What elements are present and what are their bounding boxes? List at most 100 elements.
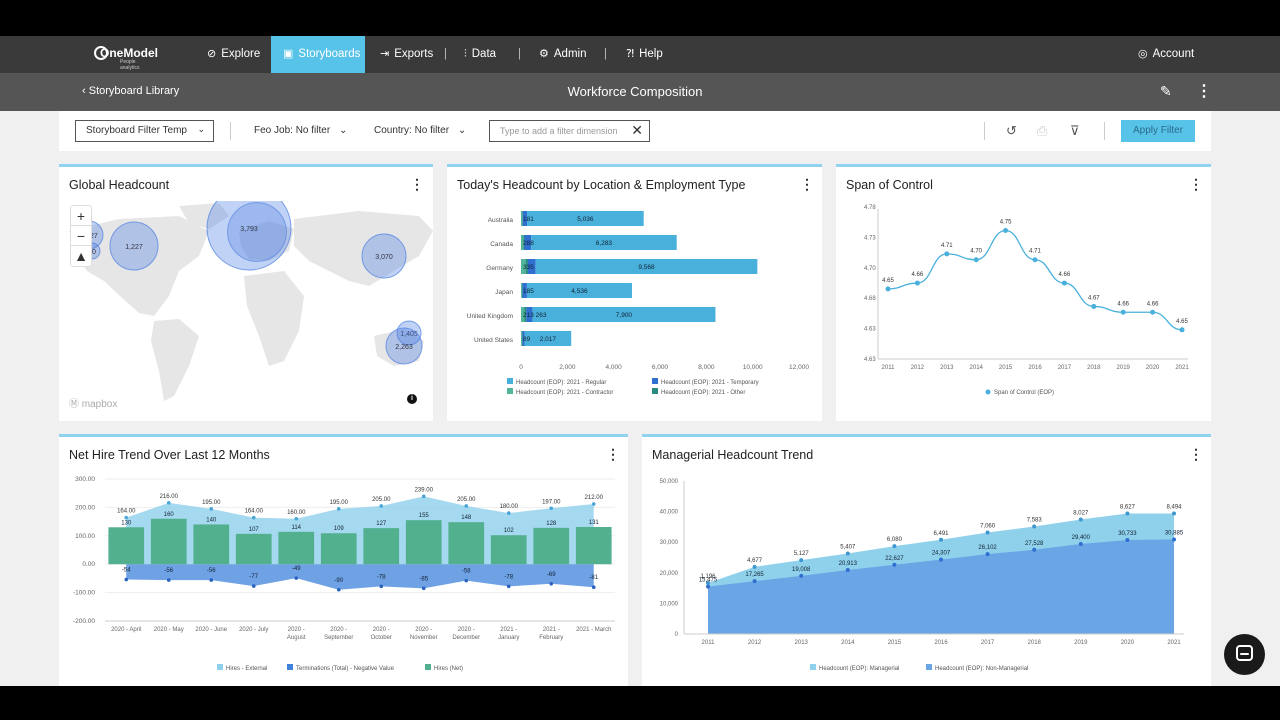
terminations-label: -69	[547, 572, 556, 578]
x-tick-label: 2,000	[559, 364, 576, 371]
non-managerial-label: 17,265	[745, 572, 764, 578]
bar-value-label: 128	[546, 521, 557, 527]
close-icon[interactable]: ✕	[631, 122, 643, 138]
undo-icon[interactable]: ↺	[1006, 123, 1017, 138]
filter-dimension-input[interactable]: Type to add a filter dimension ✕	[489, 120, 650, 142]
category-label: Canada	[490, 241, 513, 248]
x-tick-label: 2020 - July	[239, 627, 268, 633]
mapbox-attribution[interactable]: Ⓜ mapbox	[69, 399, 118, 410]
filter-template-select[interactable]: Storyboard Filter Temp ⌄	[75, 120, 214, 142]
card-menu-icon[interactable]: ⋮	[410, 176, 424, 192]
card-title: Span of Control	[846, 178, 933, 192]
nav-separator: |	[444, 48, 447, 60]
data-label: 4.66	[1147, 301, 1159, 307]
apply-filter-button[interactable]: Apply Filter	[1121, 120, 1195, 142]
x-tick-label: 2020	[1146, 365, 1160, 371]
bar-segment	[527, 259, 536, 274]
legend-label: Headcount (EOP): Non-Managerial	[935, 666, 1028, 672]
data-icon: ⫶	[464, 48, 467, 60]
north-america-shape	[69, 216, 209, 316]
x-tick-label: 2020 -	[415, 627, 432, 633]
nav-storyboards[interactable]: ▣ Storyboards	[271, 36, 365, 73]
card-net-hire-trend: Net Hire Trend Over Last 12 Months ⋮ 300…	[59, 434, 628, 686]
nav-explore-label: Explore	[221, 48, 261, 60]
compass-reset-button[interactable]: ▲	[74, 248, 88, 264]
x-tick-label: 2020 -	[373, 627, 390, 633]
total-label: 8,027	[1073, 510, 1089, 516]
card-menu-icon[interactable]: ⋮	[800, 176, 814, 192]
x-tick-label: 2014	[841, 640, 855, 646]
more-options-icon[interactable]: ⋮	[1196, 83, 1212, 100]
map-bubble-label: 1,227	[125, 244, 143, 251]
net-hire-bar	[490, 535, 527, 565]
total-point	[845, 551, 850, 556]
data-point	[885, 286, 891, 292]
hires-label: 239.00	[415, 487, 434, 493]
bar-value-label: 6,283	[596, 240, 613, 247]
info-icon[interactable]: i	[407, 394, 417, 404]
span-line-chart: 4.78 4.73 4.70 4.68 4.63 4.63 4.65 2011 4.66 2012…	[864, 205, 1189, 396]
logo-subtitle: People analytics	[120, 59, 140, 71]
data-label: 4.70	[970, 249, 982, 255]
legend-swatch	[287, 664, 293, 670]
category-label: United Kingdom	[467, 313, 513, 320]
y-tick-label: -200.00	[73, 618, 95, 625]
nav-admin-label: Admin	[553, 48, 587, 60]
hires-label: 180.00	[500, 504, 519, 510]
nav-help[interactable]: ⁈ Help	[626, 36, 676, 73]
nav-data[interactable]: ⫶ Data	[464, 36, 514, 73]
x-tick-label: 2019	[1074, 640, 1088, 646]
x-tick-label: 2020	[1121, 640, 1135, 646]
job-filter[interactable]: Feo Job: No filter ⌄	[254, 125, 347, 136]
nav-exports[interactable]: ⇥ Exports	[380, 36, 440, 73]
non-managerial-point	[1125, 537, 1130, 542]
non-managerial-label: 27,528	[1025, 541, 1044, 547]
non-managerial-label: 19,008	[792, 567, 811, 573]
edit-pencil-icon[interactable]: ✎	[1160, 83, 1172, 99]
bar-segment	[521, 331, 522, 346]
y-tick-label: 4.63	[864, 357, 876, 363]
category-label: Germany	[486, 265, 513, 272]
chevron-down-icon: ⌄	[457, 125, 467, 136]
x-tick-label: February	[539, 635, 563, 641]
hires-point	[209, 507, 214, 511]
nav-explore[interactable]: ⊘ Explore	[207, 36, 267, 73]
chevron-down-icon: ⌄	[338, 125, 348, 136]
map-bubble	[361, 233, 407, 279]
x-tick-label: 6,000	[652, 364, 669, 371]
x-tick-label: January	[498, 635, 519, 641]
divider	[984, 122, 985, 140]
card-menu-icon[interactable]: ⋮	[1189, 176, 1203, 192]
bar-segment	[521, 283, 522, 298]
zoom-out-button[interactable]: −	[71, 226, 91, 246]
save-icon[interactable]: ⎙	[1037, 123, 1048, 138]
bar-value-label: 107	[249, 527, 260, 533]
compass-icon: ⊘	[207, 48, 217, 60]
non-managerial-label: 30,885	[1165, 530, 1184, 536]
account-menu[interactable]: ◎ Account	[1138, 36, 1208, 73]
country-filter[interactable]: Country: No filter ⌄	[374, 125, 466, 136]
terminations-point	[421, 586, 426, 591]
managerial-area-chart: 50,000 40,000 30,000 20,000 10,000 0 1,196 4,67…	[660, 479, 1184, 672]
onemodel-logo[interactable]: OneModel People analytics	[94, 44, 158, 71]
back-to-library-link[interactable]: ‹ Storyboard Library	[82, 85, 179, 97]
chat-launcher-button[interactable]	[1224, 634, 1265, 675]
non-managerial-label: 20,913	[839, 561, 858, 567]
net-hire-bar	[575, 526, 612, 565]
filter-clear-icon[interactable]: ⊽	[1070, 123, 1080, 138]
bar-segment	[532, 307, 716, 322]
nav-admin[interactable]: ⚙ Admin	[539, 36, 599, 73]
hires-point	[379, 504, 384, 508]
non-managerial-point	[1032, 547, 1037, 552]
nav-help-label: Help	[639, 48, 663, 60]
non-managerial-point	[1172, 537, 1176, 542]
y-tick-label: 100.00	[75, 533, 95, 540]
card-menu-icon[interactable]: ⋮	[606, 446, 620, 462]
legend-label: Headcount (EOP): Managerial	[819, 666, 899, 672]
data-point	[1003, 228, 1009, 234]
zoom-in-button[interactable]: +	[71, 206, 91, 226]
x-tick-label: 2011	[702, 640, 716, 646]
x-tick-label: 2013	[940, 365, 954, 371]
card-menu-icon[interactable]: ⋮	[1189, 446, 1203, 462]
